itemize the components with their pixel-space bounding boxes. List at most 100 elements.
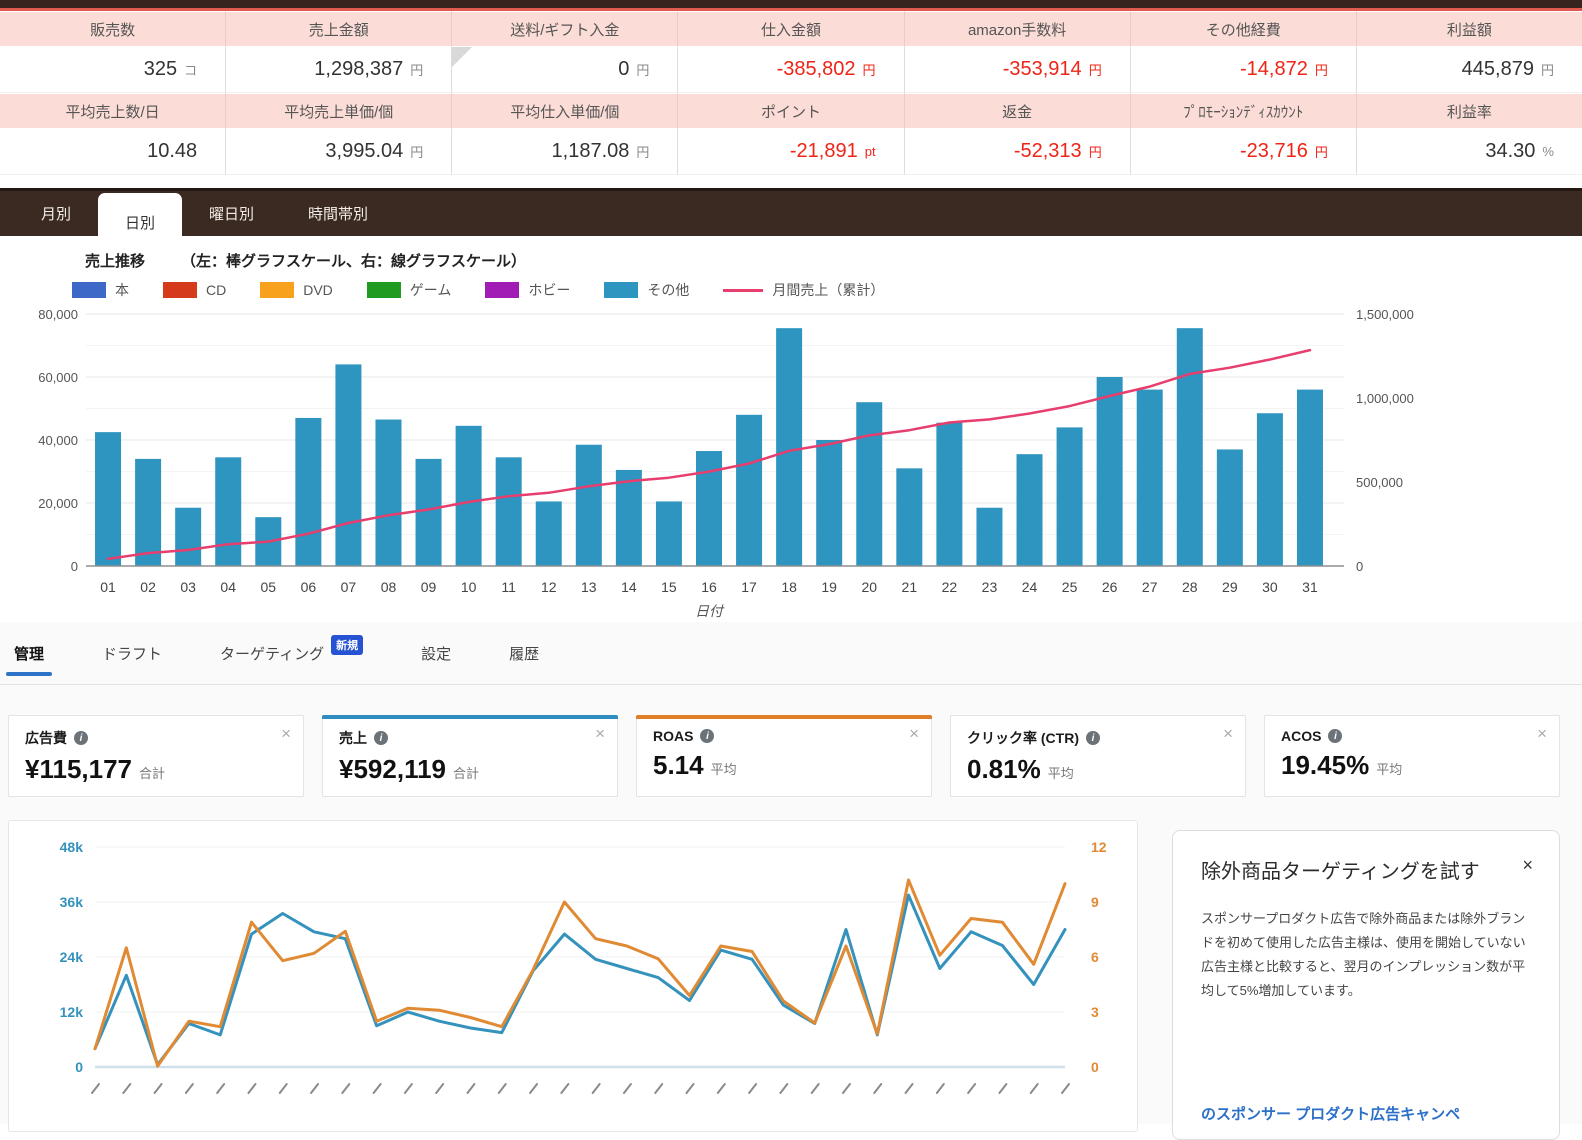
metric-value-number: ¥115,177 bbox=[25, 754, 133, 784]
close-icon[interactable]: × bbox=[1223, 724, 1233, 743]
summary-unit: 円 bbox=[410, 63, 424, 78]
svg-text:0: 0 bbox=[71, 559, 78, 574]
close-icon[interactable]: × bbox=[1537, 724, 1547, 743]
summary-value: 325 bbox=[143, 58, 178, 80]
summary-value: -21,891 bbox=[789, 140, 858, 162]
metric-value-number: ¥592,119 bbox=[339, 754, 447, 784]
svg-text:24k: 24k bbox=[60, 949, 84, 965]
svg-text:28: 28 bbox=[1182, 579, 1198, 595]
summary-header-cell: その他経費 bbox=[1130, 11, 1357, 47]
close-icon[interactable]: × bbox=[1522, 855, 1533, 875]
metric-card-クリック率 (CTR)[interactable]: クリック率 (CTR) i × 0.81% 平均 bbox=[950, 715, 1246, 797]
metric-card-売上[interactable]: 売上 i × ¥592,119 合計 bbox=[322, 715, 618, 797]
promo-link[interactable]: のスポンサー プロダクト広告キャンペ bbox=[1201, 1106, 1461, 1123]
svg-text:48k: 48k bbox=[60, 839, 84, 855]
summary-unit: 円 bbox=[1314, 145, 1328, 160]
ad-tab-ドラフト[interactable]: ドラフト bbox=[102, 622, 162, 684]
metric-card-広告費[interactable]: 広告費 i × ¥115,177 合計 bbox=[8, 715, 304, 797]
legend-swatch bbox=[485, 282, 520, 298]
summary-unit: 円 bbox=[1088, 63, 1102, 78]
sales-summary-table: 販売数 売上金額 送料/ギフト入金 仕入金額 amazon手数料 その他経費 利益額 325 コ… bbox=[0, 0, 1582, 175]
metric-card-ACOS[interactable]: ACOS i × 19.45% 平均 bbox=[1264, 715, 1560, 797]
period-tab-月別[interactable]: 月別 bbox=[41, 206, 72, 223]
ad-tab-履歴[interactable]: 履歴 bbox=[509, 622, 539, 684]
legend-item: CD bbox=[163, 282, 226, 298]
metric-value-suffix: 合計 bbox=[453, 766, 480, 781]
info-icon[interactable]: i bbox=[374, 731, 388, 745]
summary-value: -353,914 bbox=[1002, 58, 1082, 80]
svg-text:1,500,000: 1,500,000 bbox=[1356, 307, 1414, 322]
svg-text:12: 12 bbox=[541, 579, 557, 595]
svg-text:60,000: 60,000 bbox=[38, 370, 78, 385]
metric-label: 売上 i bbox=[339, 728, 601, 748]
ad-performance-line-chart: 0 12k 24k 36k 48k 0 3 6 9 12 bbox=[9, 821, 1137, 1134]
close-icon[interactable]: × bbox=[909, 724, 919, 743]
legend-item: 本 bbox=[72, 280, 129, 300]
ad-console-section: 管理 ドラフト ターゲティング 新規 設定 履歴 広告費 i × ¥115,177 合計 売上 i × ¥… bbox=[0, 622, 1582, 1140]
summary-value-cell: -385,802 円 bbox=[678, 47, 905, 93]
summary-value: 1,298,387 bbox=[314, 58, 404, 80]
summary-value-cell: -21,891 pt bbox=[678, 129, 905, 175]
svg-text:10: 10 bbox=[461, 579, 477, 595]
svg-text:40,000: 40,000 bbox=[38, 433, 78, 448]
svg-text:日付: 日付 bbox=[695, 603, 725, 619]
summary-value: -52,313 bbox=[1013, 140, 1082, 162]
summary-value-cell: 1,298,387 円 bbox=[226, 47, 453, 93]
period-tab-日別[interactable]: 日別 bbox=[98, 193, 183, 251]
svg-text:23: 23 bbox=[982, 579, 998, 595]
legend-swatch bbox=[604, 282, 639, 298]
svg-text:11: 11 bbox=[501, 579, 516, 595]
info-icon[interactable]: i bbox=[74, 731, 88, 745]
summary-unit: 円 bbox=[1088, 145, 1102, 160]
svg-text:13: 13 bbox=[581, 579, 597, 595]
legend-item: ゲーム bbox=[366, 280, 451, 300]
summary-header-cell: ポイント bbox=[678, 93, 905, 129]
svg-text:26: 26 bbox=[1102, 579, 1118, 595]
ad-tab-label: 履歴 bbox=[509, 645, 540, 663]
summary-header-cell: 平均売上数/日 bbox=[0, 93, 227, 129]
metric-label: クリック率 (CTR) i bbox=[967, 728, 1229, 748]
svg-text:09: 09 bbox=[421, 579, 437, 595]
ad-tab-設定[interactable]: 設定 bbox=[421, 622, 451, 684]
summary-header-row: 販売数 売上金額 送料/ギフト入金 仕入金額 amazon手数料 その他経費 利益額 bbox=[0, 11, 1582, 47]
summary-header-cell: ﾌﾟﾛﾓｰｼｮﾝﾃﾞｨｽｶｳﾝﾄ bbox=[1130, 93, 1357, 129]
info-icon[interactable]: i bbox=[1086, 731, 1100, 745]
metric-label: ACOS i bbox=[1281, 728, 1543, 744]
period-tab-曜日別[interactable]: 曜日別 bbox=[209, 206, 255, 223]
metric-label: 広告費 i bbox=[25, 728, 287, 748]
svg-text:500,000: 500,000 bbox=[1356, 475, 1403, 490]
close-icon[interactable]: × bbox=[595, 724, 605, 743]
legend-swatch bbox=[163, 282, 197, 298]
period-tab-時間帯別[interactable]: 時間帯別 bbox=[308, 206, 369, 223]
summary-unit: 円 bbox=[1540, 63, 1554, 78]
svg-text:02: 02 bbox=[140, 579, 156, 595]
summary-header-cell: 利益額 bbox=[1356, 11, 1582, 47]
legend-label: CD bbox=[206, 282, 227, 298]
summary-unit: 円 bbox=[1314, 63, 1328, 78]
summary-unit: 円 bbox=[636, 145, 650, 160]
info-icon[interactable]: i bbox=[1328, 729, 1343, 743]
svg-text:18: 18 bbox=[781, 579, 797, 595]
svg-text:25: 25 bbox=[1062, 579, 1078, 595]
summary-unit: % bbox=[1542, 144, 1554, 159]
summary-header-cell: 送料/ギフト入金 bbox=[452, 11, 679, 47]
metric-label-text: ACOS bbox=[1281, 728, 1322, 744]
ad-tab-ターゲティング[interactable]: ターゲティング 新規 bbox=[220, 622, 364, 684]
legend-item: その他 bbox=[604, 280, 689, 300]
metric-value-suffix: 平均 bbox=[710, 762, 737, 777]
svg-text:16: 16 bbox=[701, 579, 717, 595]
info-icon[interactable]: i bbox=[700, 729, 715, 743]
metric-value: ¥115,177 合計 bbox=[25, 754, 287, 785]
svg-text:29: 29 bbox=[1222, 579, 1238, 595]
metric-value-number: 19.45% bbox=[1281, 750, 1370, 780]
svg-text:12k: 12k bbox=[60, 1004, 84, 1020]
metric-card-ROAS[interactable]: ROAS i × 5.14 平均 bbox=[636, 715, 932, 797]
ad-tab-管理[interactable]: 管理 bbox=[5, 622, 53, 684]
cell-corner-notch bbox=[452, 47, 473, 67]
new-badge: 新規 bbox=[331, 635, 364, 655]
chart-title-row: 売上推移 （左：棒グラフスケール、右：線グラフスケール） bbox=[85, 250, 526, 271]
summary-value: 3,995.04 bbox=[325, 140, 404, 162]
close-icon[interactable]: × bbox=[281, 724, 291, 743]
summary-value: -14,872 bbox=[1239, 58, 1308, 80]
svg-text:30: 30 bbox=[1262, 579, 1278, 595]
